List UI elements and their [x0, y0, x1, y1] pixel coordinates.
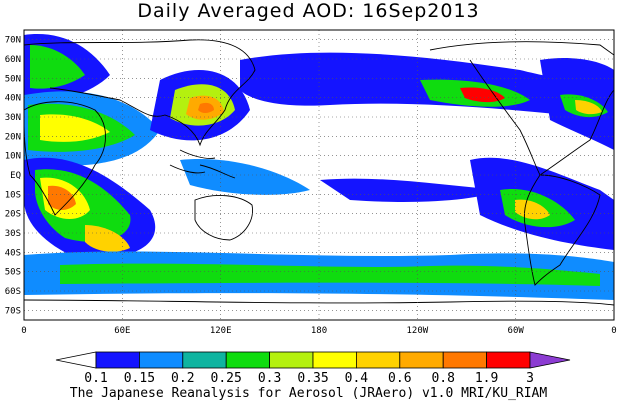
- lat-tick-label: 60S: [5, 287, 21, 297]
- lat-tick-label: 20S: [5, 210, 21, 220]
- colorbar-label: 0.3: [258, 371, 281, 386]
- coast-antarctica: [24, 299, 614, 306]
- coast-maritime-continent: [169, 149, 236, 179]
- aod-plume-africa-saharan: [24, 91, 160, 167]
- map-frame: [23, 29, 615, 321]
- colorbar-under-triangle: [55, 351, 97, 369]
- lat-tick-label: 50S: [5, 268, 21, 278]
- lat-tick-label: 40N: [5, 94, 21, 104]
- colorbar-box: [182, 351, 227, 369]
- colorbar-label: 1.9: [475, 371, 498, 386]
- colorbar-box: [95, 351, 140, 369]
- aod-band-tropical-atlantic-pacific: [180, 159, 500, 202]
- aod-plume-east-asia: [150, 70, 250, 141]
- aod-plume-north-atlantic-europe: [24, 34, 110, 110]
- colorbar-box: [399, 351, 444, 369]
- lat-tick-label: 30S: [5, 229, 21, 239]
- colorbar: 0.1 0.15 0.2 0.25 0.3 0.35 0.4 0.6 0.8 1.9 3: [55, 351, 571, 386]
- latitude-tick-labels: 70N 60N 50N 40N 30N 20N 10N EQ 10S 20S 30S 40S 50S 60…: [5, 36, 21, 317]
- lon-tick-label: 120E: [210, 326, 232, 336]
- colorbar-box: [269, 351, 314, 369]
- colorbar-box: [355, 351, 401, 369]
- colorbar-box: [486, 351, 531, 369]
- coastline-layer: [24, 39, 614, 306]
- lat-tick-label: 70N: [5, 36, 21, 46]
- colorbar-label: 0.1: [84, 371, 107, 386]
- lat-tick-label: 30N: [5, 113, 21, 123]
- lat-tick-label: 20N: [5, 132, 21, 142]
- aod-plume-south-africa-indian-ocean: [24, 157, 156, 258]
- lat-tick-label: 10N: [5, 152, 21, 162]
- aod-band-north-pacific: [240, 52, 614, 120]
- colorbar-box: [312, 351, 357, 369]
- lon-tick-label: 180: [311, 326, 327, 336]
- lon-tick-label: 60E: [114, 326, 130, 336]
- gridline-layer: [24, 30, 614, 320]
- lat-tick-label: 70S: [5, 306, 21, 316]
- colorbar-label: 0.8: [431, 371, 454, 386]
- lon-tick-label: 60W: [508, 326, 525, 336]
- lat-tick-label: EQ: [10, 171, 21, 181]
- coast-australia: [194, 194, 253, 241]
- coast-eurasia: [24, 39, 256, 147]
- colorbar-label: 0.4: [345, 371, 369, 386]
- colorbar-box: [442, 351, 488, 369]
- lon-tick-label: 0: [611, 326, 616, 336]
- colorbar-box: [138, 351, 184, 369]
- longitude-tick-labels: 0 60E 120E 180 120W 60W 0: [21, 326, 616, 336]
- coast-south-america: [523, 174, 601, 286]
- colorbar-label: 0.25: [211, 371, 242, 386]
- aod-band-southern-ocean: [24, 251, 614, 300]
- colorbar-label: 0.6: [388, 371, 411, 386]
- coast-africa: [24, 101, 106, 216]
- lat-tick-label: 50N: [5, 74, 21, 84]
- colorbar-label: 3: [526, 371, 534, 386]
- colorbar-label: 0.15: [124, 371, 155, 386]
- lat-tick-label: 60N: [5, 55, 21, 65]
- map-title: Daily Averaged AOD: 16Sep2013: [137, 0, 480, 22]
- colorbar-box: [225, 351, 270, 369]
- lon-tick-label: 0: [21, 326, 26, 336]
- attribution-footer: The Japanese Reanalysis for Aerosol (JRA…: [69, 386, 548, 401]
- colorbar-over-triangle: [529, 351, 571, 369]
- lat-tick-label: 40S: [5, 248, 21, 258]
- colorbar-label: 0.35: [297, 371, 328, 386]
- lat-tick-label: 10S: [5, 190, 21, 200]
- aod-plume-south-america: [470, 157, 614, 250]
- lon-tick-label: 120W: [406, 326, 428, 336]
- colorbar-label: 0.2: [171, 371, 194, 386]
